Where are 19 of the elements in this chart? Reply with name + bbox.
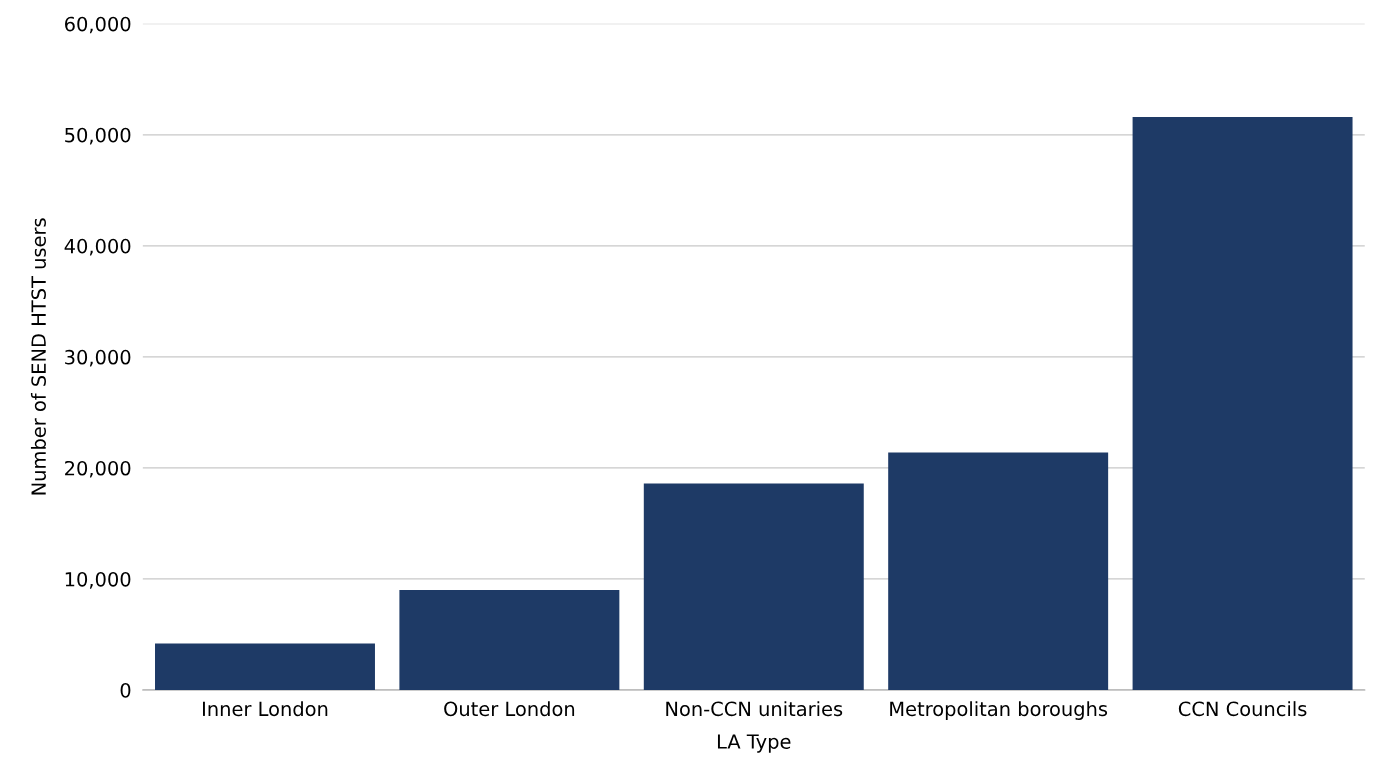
x-tick-label: Metropolitan boroughs — [890, 701, 1108, 720]
y-tick-label: 30,000 — [65, 349, 131, 367]
bar — [888, 452, 1109, 691]
x-axis-title: LA Type — [717, 734, 791, 753]
y-axis-title: Number of SEND HTST users — [30, 218, 46, 495]
y-tick-label: 20,000 — [65, 460, 131, 478]
y-tick-label: 10,000 — [65, 571, 131, 589]
y-tick-label: 40,000 — [64, 238, 131, 256]
y-tick-label: 60,000 — [65, 16, 131, 34]
x-tick-label: Inner London — [203, 701, 328, 717]
x-tick-label: CCN Councils — [1178, 701, 1307, 717]
x-tick-label: Outer London — [444, 701, 575, 717]
y-tick-label: 0 — [120, 682, 131, 698]
bar — [399, 590, 620, 691]
bar — [643, 483, 864, 691]
bar — [155, 643, 375, 691]
bar — [1132, 117, 1353, 691]
x-tick-label: Non-CCN unitaries — [666, 701, 843, 717]
y-tick-label: 50,000 — [65, 127, 131, 145]
